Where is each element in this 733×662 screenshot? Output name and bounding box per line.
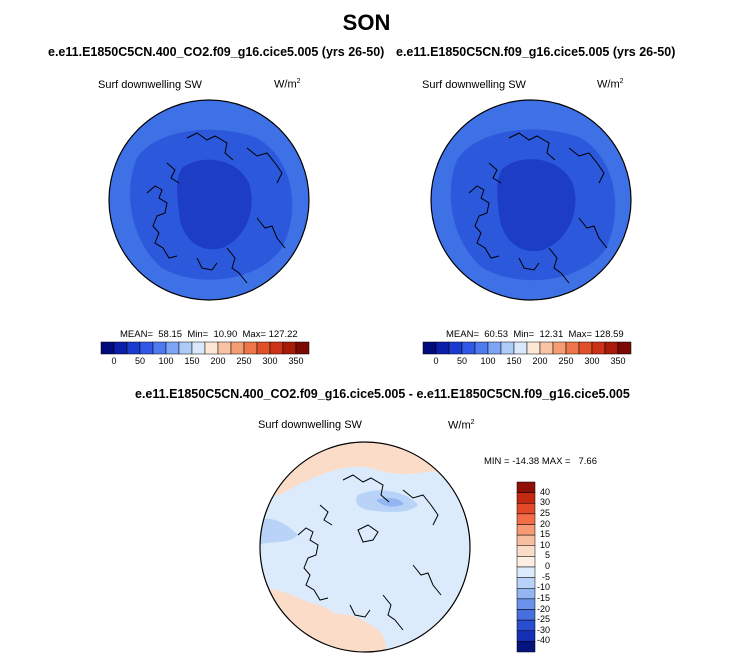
colorbar-swatch [565, 341, 580, 355]
colorbar-swatch [591, 341, 606, 355]
right-colorbar-ticks: 0 50 100 150 200 250 300 350 [423, 356, 631, 370]
colorbar-swatch [500, 341, 515, 355]
diff-colorbar-tick-label: 15 [539, 529, 550, 540]
right-colorbar [422, 341, 632, 355]
colorbar-tick-label: 150 [506, 356, 522, 366]
colorbar-swatch [604, 341, 619, 355]
right-panel-stats: MEAN= 60.53 Min= 12.31 Max= 128.59 [446, 329, 624, 340]
left-panel-case-title: e.e11.E1850C5CN.400_CO2.f09_g16.cice5.00… [48, 45, 385, 59]
colorbar-tick-label: 300 [262, 356, 278, 366]
diff-colorbar-tick-label: 40 [539, 486, 550, 497]
colorbar-tick-label: 150 [184, 356, 200, 366]
diff-colorbar-tick-label: -5 [541, 571, 550, 582]
colorbar-swatch [256, 341, 271, 355]
diff-colorbar-ticks: 40 30 25 20 15 10 5 0 -5 -10 -15 -20 -25 -30 -40 [514, 482, 554, 652]
colorbar-swatch [422, 341, 437, 355]
colorbar-swatch [204, 341, 219, 355]
colorbar-tick-label: 100 [158, 356, 174, 366]
diff-colorbar-tick-label: -30 [536, 624, 550, 635]
right-panel-variable-label: Surf downwelling SW [422, 79, 526, 91]
colorbar-tick-label: 250 [236, 356, 252, 366]
diff-map-coastlines [297, 474, 442, 631]
colorbar-swatch [282, 341, 297, 355]
diff-panel-units: W/m2 [448, 419, 475, 432]
right-panel-case-title: e.e11.E1850C5CN.f09_g16.cice5.005 (yrs 2… [396, 45, 676, 59]
colorbar-swatch [126, 341, 141, 355]
left-map-inner-band [177, 159, 252, 250]
colorbar-swatch [100, 341, 115, 355]
colorbar-swatch [617, 341, 632, 355]
diff-polar-map [259, 441, 471, 653]
diff-map-boundary [259, 441, 471, 653]
diff-colorbar-tick-label: 20 [539, 518, 550, 529]
colorbar-swatch [526, 341, 541, 355]
colorbar-tick-label: 200 [532, 356, 548, 366]
diff-colorbar [516, 481, 536, 653]
left-panel-stats: MEAN= 58.15 Min= 10.90 Max= 127.22 [120, 329, 298, 340]
colorbar-tick-label: 0 [111, 356, 117, 366]
colorbar-swatch [487, 341, 502, 355]
diff-colorbar-tick-label: 0 [544, 561, 550, 571]
colorbar-swatch [152, 341, 167, 355]
colorbar-swatch [539, 341, 554, 355]
diff-colorbar-tick-label: -25 [536, 614, 550, 625]
right-polar-map [430, 99, 632, 301]
diff-map-cooler-band [376, 497, 404, 507]
colorbar-swatch [578, 341, 593, 355]
colorbar-tick-label: 100 [480, 356, 496, 366]
left-panel-units: W/m2 [274, 78, 301, 91]
diff-map-warm-patch [328, 613, 388, 652]
colorbar-tick-label: 250 [558, 356, 574, 366]
colorbar-swatch [552, 341, 567, 355]
colorbar-swatch [461, 341, 476, 355]
right-map-coastlines [468, 132, 608, 284]
diff-panel-stats: MIN = -14.38 MAX = 7.66 [484, 456, 597, 467]
diff-colorbar-tick-label: -20 [536, 603, 550, 614]
colorbar-swatch [139, 341, 154, 355]
diff-colorbar-tick-label: -40 [536, 635, 550, 646]
diff-colorbar-tick-label: -15 [536, 592, 550, 603]
colorbar-swatch [295, 341, 310, 355]
colorbar-swatch [448, 341, 463, 355]
diff-colorbar-tick-label: 25 [539, 507, 550, 518]
diff-colorbar-tick-label: -10 [536, 582, 550, 593]
diff-colorbar-tick-label: 5 [544, 550, 550, 561]
left-polar-map [108, 99, 310, 301]
colorbar-tick-label: 50 [134, 356, 145, 366]
colorbar-swatch [178, 341, 193, 355]
left-panel-variable-label: Surf downwelling SW [98, 79, 202, 91]
left-map-boundary [108, 99, 310, 301]
diff-map-cool-west [260, 518, 298, 545]
right-map-boundary [430, 99, 632, 301]
diff-colorbar-tick-label: 10 [539, 539, 550, 550]
right-panel-units: W/m2 [597, 78, 624, 91]
colorbar-swatch [191, 341, 206, 355]
colorbar-swatch [474, 341, 489, 355]
colorbar-tick-label: 300 [584, 356, 600, 366]
left-colorbar-ticks: 0 50 100 150 200 250 300 350 [101, 356, 309, 370]
colorbar-tick-label: 350 [610, 356, 626, 366]
colorbar-tick-label: 200 [210, 356, 226, 366]
colorbar-tick-label: 50 [456, 356, 467, 366]
colorbar-swatch [435, 341, 450, 355]
diff-panel-variable-label: Surf downwelling SW [258, 419, 362, 431]
colorbar-tick-label: 0 [433, 356, 439, 366]
colorbar-tick-label: 350 [288, 356, 304, 366]
colorbar-swatch [217, 341, 232, 355]
diff-colorbar-tick-label: 30 [539, 497, 550, 508]
colorbar-swatch [243, 341, 258, 355]
diff-map-base [260, 442, 470, 652]
left-map-coastlines [146, 132, 286, 284]
right-map-inner-band [497, 159, 576, 252]
colorbar-swatch [513, 341, 528, 355]
figure-title: SON [342, 10, 391, 35]
colorbar-swatch [113, 341, 128, 355]
diff-colorbar-swatch [516, 641, 536, 653]
colorbar-swatch [165, 341, 180, 355]
colorbar-swatch [230, 341, 245, 355]
colorbar-swatch [269, 341, 284, 355]
diff-panel-case-title: e.e11.E1850C5CN.400_CO2.f09_g16.cice5.00… [135, 387, 630, 401]
left-colorbar [100, 341, 310, 355]
